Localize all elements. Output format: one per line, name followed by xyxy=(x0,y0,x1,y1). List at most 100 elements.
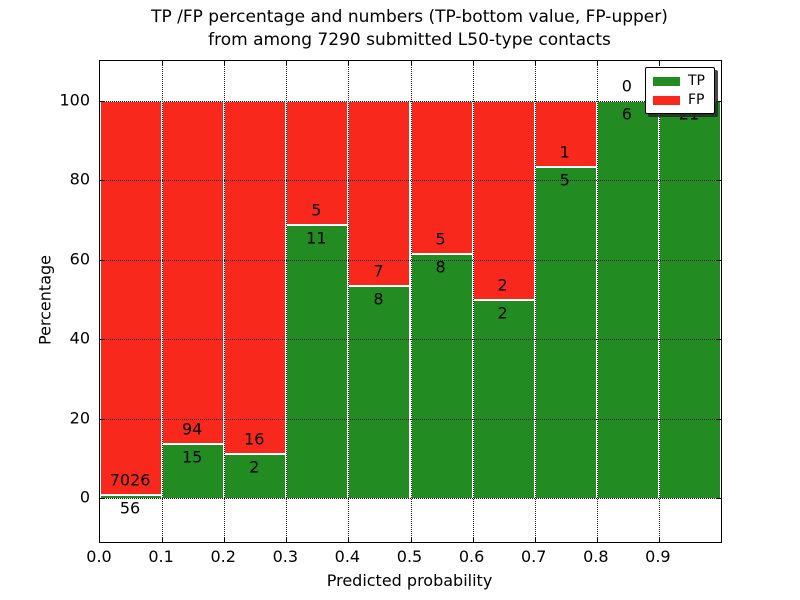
y-tick-mark xyxy=(100,259,104,261)
bar-tp-segment xyxy=(410,253,473,499)
tp-count-label: 15 xyxy=(181,447,203,467)
gridline-vertical xyxy=(472,61,474,542)
gridline-vertical xyxy=(162,61,164,542)
y-tick-label: 20 xyxy=(69,408,90,428)
x-tick-label: 0.0 xyxy=(86,547,112,566)
grid-layer xyxy=(100,61,721,542)
gridline-horizontal xyxy=(100,180,721,182)
gridline-horizontal xyxy=(100,418,721,420)
gridline-vertical xyxy=(658,61,660,542)
x-tick-label: 0.9 xyxy=(645,547,671,566)
x-tick-label: 0.2 xyxy=(210,547,236,566)
x-tick-mark xyxy=(534,538,536,542)
y-tick-mark xyxy=(100,498,104,500)
tp-count-label: 11 xyxy=(306,228,327,248)
fp-count-label: 7 xyxy=(373,261,384,281)
gridline-vertical xyxy=(534,61,536,542)
chart-title-line2: from among 7290 submitted L50-type conta… xyxy=(208,30,611,50)
y-tick-mark xyxy=(100,418,104,420)
gridline-vertical xyxy=(286,61,288,542)
x-axis-label: Predicted probability xyxy=(326,571,493,590)
x-tick-mark xyxy=(534,61,536,65)
x-tick-mark xyxy=(162,538,164,542)
bar-tp-segment xyxy=(472,299,535,499)
y-tick-mark xyxy=(100,180,104,182)
fp-count-label: 5 xyxy=(311,200,322,220)
tp-count-label: 8 xyxy=(373,289,384,309)
gridline-vertical xyxy=(348,61,350,542)
bars-layer xyxy=(100,61,721,542)
legend-swatch-tp-icon xyxy=(653,76,680,86)
fp-count-label: 5 xyxy=(435,229,446,249)
ticks-layer xyxy=(100,61,721,542)
legend-label-tp: TP xyxy=(688,73,705,89)
x-tick-label: 0.1 xyxy=(148,547,174,566)
x-tick-mark xyxy=(224,538,226,542)
x-tick-mark xyxy=(286,61,288,65)
x-tick-mark xyxy=(472,61,474,65)
y-tick-mark xyxy=(717,259,721,261)
gridline-horizontal xyxy=(100,259,721,261)
y-tick-label: 80 xyxy=(69,169,90,189)
x-tick-mark xyxy=(286,538,288,542)
y-tick-mark xyxy=(100,100,104,102)
gridline-horizontal xyxy=(100,339,721,341)
bar-fp-segment xyxy=(348,100,411,287)
fp-count-label: 0 xyxy=(621,76,632,96)
bar-tp-segment xyxy=(100,495,163,499)
bar-fp-segment xyxy=(100,100,163,496)
y-tick-label: 100 xyxy=(59,90,90,110)
fp-count-label: 1 xyxy=(559,142,570,162)
x-tick-mark xyxy=(410,61,412,65)
fp-count-label: 16 xyxy=(244,429,265,449)
x-tick-mark xyxy=(596,538,598,542)
x-tick-mark xyxy=(596,61,598,65)
y-tick-mark xyxy=(100,339,104,341)
gridline-horizontal xyxy=(100,100,721,102)
y-tick-label: 40 xyxy=(69,328,90,348)
y-tick-label: 0 xyxy=(79,487,90,507)
fp-count-label: 94 xyxy=(181,419,203,439)
x-tick-mark xyxy=(224,61,226,65)
gridline-vertical xyxy=(410,61,412,542)
bar-tp-segment xyxy=(658,100,721,499)
x-tick-mark xyxy=(348,538,350,542)
x-tick-mark xyxy=(472,538,474,542)
chart-title: TP /FP percentage and numbers (TP-bottom… xyxy=(99,6,720,52)
x-tick-label: 0.6 xyxy=(458,547,485,566)
x-tick-label: 0.8 xyxy=(583,547,609,566)
x-tick-mark xyxy=(162,61,164,65)
y-tick-mark xyxy=(717,339,721,341)
bar-tp-segment xyxy=(224,454,287,499)
x-tick-label: 0.7 xyxy=(520,547,547,566)
x-tick-label: 0.5 xyxy=(396,547,423,566)
legend-label-fp: FP xyxy=(688,92,705,108)
fp-count-label: 2 xyxy=(497,275,508,294)
x-tick-label: 0.3 xyxy=(272,547,299,566)
annotations-layer: 70265694151625117858221506021 xyxy=(99,60,720,541)
legend: TP FP xyxy=(645,67,715,114)
x-tick-mark xyxy=(348,61,350,65)
gridline-vertical xyxy=(596,61,598,542)
legend-item-fp: FP xyxy=(653,92,707,108)
fp-count-label: 7026 xyxy=(109,470,151,490)
legend-swatch-fp-icon xyxy=(653,95,680,105)
tp-count-label: 56 xyxy=(119,498,141,518)
y-axis-label: Percentage xyxy=(35,254,55,346)
y-tick-mark xyxy=(717,498,721,500)
tp-count-label: 2 xyxy=(497,303,508,322)
gridline-vertical xyxy=(224,61,226,542)
tp-count-label: 8 xyxy=(435,257,446,277)
x-tick-mark xyxy=(658,538,660,542)
tp-count-label: 2 xyxy=(249,457,260,477)
x-tick-mark xyxy=(658,61,660,65)
plot-area xyxy=(99,60,722,543)
legend-item-tp: TP xyxy=(653,73,707,89)
y-tick-label: 60 xyxy=(69,249,90,269)
x-tick-label: 0.4 xyxy=(334,547,361,566)
tp-count-label: 5 xyxy=(559,170,570,190)
y-tick-mark xyxy=(717,100,721,102)
gridline-horizontal xyxy=(100,498,721,500)
y-tick-mark xyxy=(717,180,721,182)
x-tick-mark xyxy=(410,538,412,542)
